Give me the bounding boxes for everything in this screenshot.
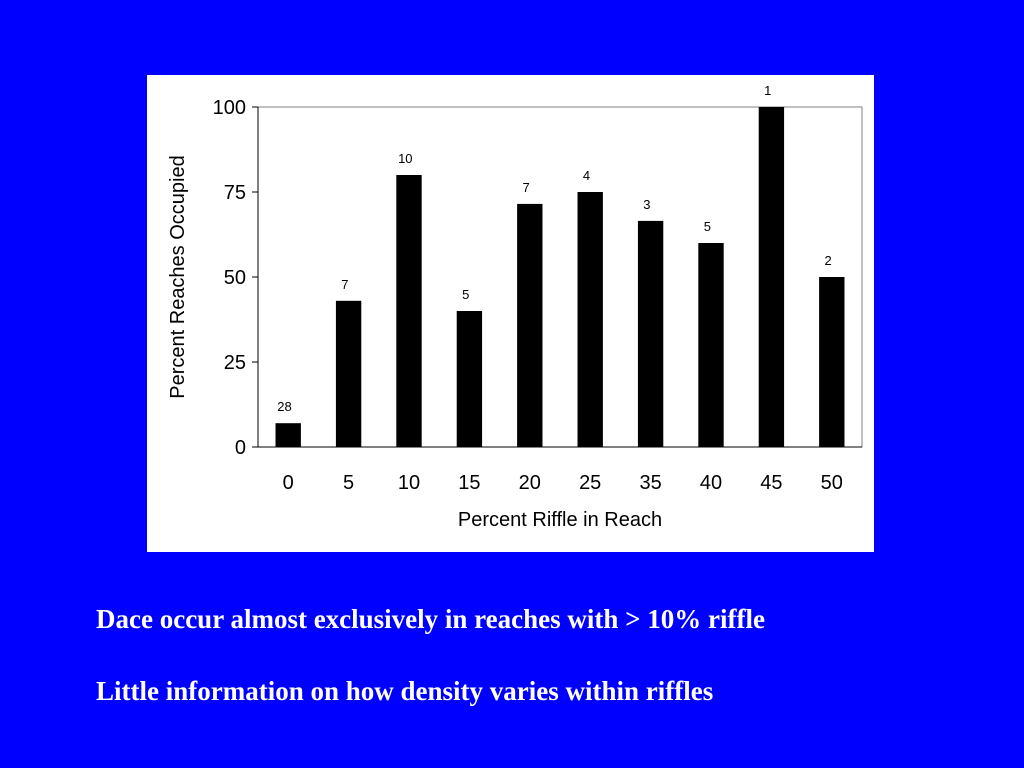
bar — [758, 107, 785, 447]
bar-data-label: 5 — [704, 219, 711, 234]
x-tick-label: 15 — [458, 472, 480, 494]
y-axis-title: Percent Reaches Occupied — [167, 155, 189, 398]
x-tick-label: 25 — [579, 472, 601, 494]
y-tick-label: 75 — [224, 182, 246, 204]
bar — [456, 311, 483, 447]
bullet-text-1: Dace occur almost exclusively in reaches… — [96, 604, 766, 634]
x-tick-label: 35 — [639, 472, 661, 494]
bar-data-label: 7 — [341, 277, 348, 292]
bar-data-label: 10 — [398, 151, 412, 166]
bar-data-label: 7 — [522, 180, 529, 195]
y-tick-label: 50 — [224, 267, 246, 289]
y-tick-label: 0 — [235, 437, 246, 459]
y-ticks: 0 25 50 75 100 — [213, 97, 258, 459]
y-tick-label: 100 — [213, 97, 246, 119]
bar — [698, 243, 724, 447]
bar — [396, 175, 422, 447]
x-tick-label: 50 — [821, 472, 843, 494]
chart-panel: 0 25 50 75 100 28 7 10 5 7 4 3 5 1 2 0 5 10 15 20 25 35 40 45… — [147, 75, 874, 552]
bullet-text-2: Little information on how density varies… — [96, 676, 714, 706]
bars: 28 7 10 5 7 4 3 5 1 2 — [275, 83, 845, 447]
bar-data-label: 4 — [583, 168, 590, 183]
bar-data-label: 2 — [824, 253, 831, 268]
bar — [275, 423, 301, 447]
x-tick-label: 20 — [519, 472, 541, 494]
bar — [577, 192, 603, 447]
x-tick-label: 5 — [343, 472, 354, 494]
y-tick-label: 25 — [224, 352, 246, 374]
bar-data-label: 3 — [643, 197, 650, 212]
x-tick-label: 10 — [398, 472, 420, 494]
bar-data-label: 5 — [462, 287, 469, 302]
bar — [335, 300, 362, 447]
bar — [517, 203, 543, 447]
x-ticks: 0 5 10 15 20 25 35 40 45 50 — [283, 472, 843, 494]
x-axis-title: Percent Riffle in Reach — [458, 509, 662, 531]
x-tick-label: 45 — [760, 472, 782, 494]
bar — [819, 277, 845, 447]
bar — [637, 220, 664, 447]
bar-data-label: 28 — [277, 399, 291, 414]
bar-data-label: 1 — [764, 83, 771, 98]
x-tick-label: 40 — [700, 472, 722, 494]
x-tick-label: 0 — [283, 472, 294, 494]
